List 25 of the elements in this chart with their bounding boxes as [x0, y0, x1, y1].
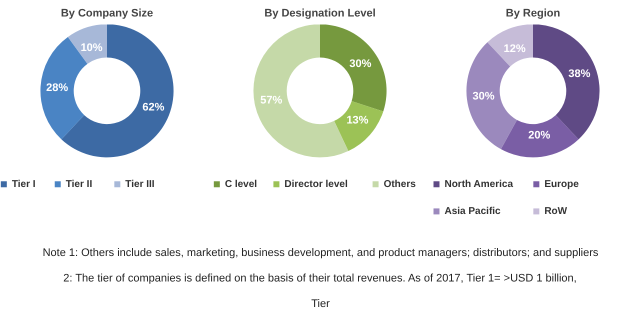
legend-label: C level	[224, 178, 258, 190]
legend-label: Others	[384, 178, 416, 190]
legend-label: RoW	[544, 206, 568, 217]
text: Note 1: Others include sales, marketing, business development, and product managers; distributors; and suppliers	[42, 246, 599, 259]
legend-label: Director level	[284, 178, 348, 190]
text: 2: The tier of companies is defined on the basis of their total revenues. As of 2017, Tier 1= >USD 1 billion, Tier	[63, 272, 577, 310]
data-label: 12%	[504, 42, 526, 55]
legend-label: Tier I	[12, 178, 36, 190]
data-label: 20%	[528, 130, 550, 142]
chart-title: By Designation Level	[264, 8, 376, 20]
data-label: 62%	[142, 101, 165, 114]
legend-label: North America	[444, 178, 514, 190]
chart-title: By Region	[506, 8, 560, 20]
data-label: 30%	[349, 58, 372, 70]
chart-title: By Company Size	[60, 8, 154, 20]
legend-label: Tier II	[66, 178, 92, 190]
legend-label: Asia Pacific	[444, 206, 502, 217]
legend-label: Europe	[544, 178, 580, 190]
data-label: 28%	[46, 82, 68, 94]
legend-label: Tier III	[125, 178, 155, 190]
data-label: 30%	[472, 90, 495, 102]
data-label: 57%	[260, 94, 283, 107]
data-label: 10%	[80, 42, 103, 54]
data-label: 13%	[346, 114, 369, 127]
data-label: 38%	[568, 68, 591, 80]
